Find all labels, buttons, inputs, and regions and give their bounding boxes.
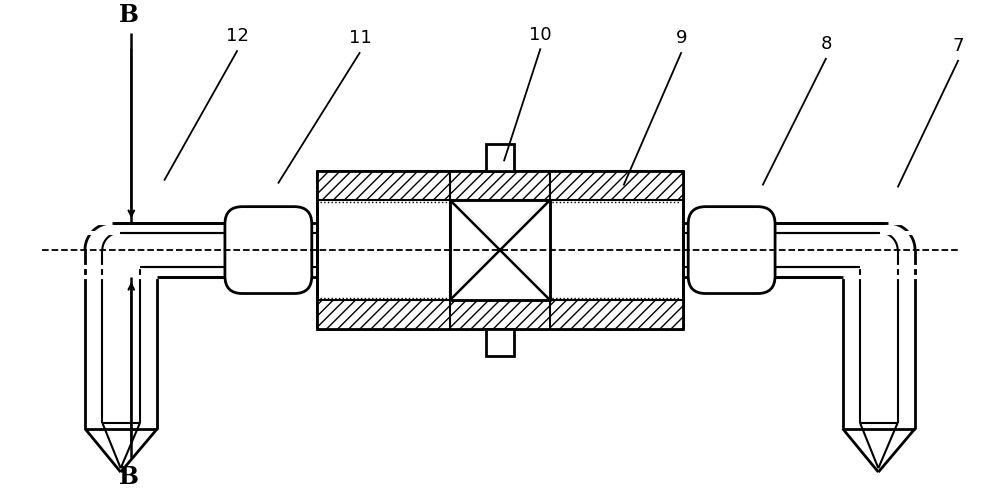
FancyBboxPatch shape — [225, 206, 312, 293]
Bar — [317, 300, 683, 329]
Bar — [317, 171, 683, 200]
Text: 7: 7 — [953, 37, 964, 55]
Bar — [450, 200, 550, 300]
Text: 11: 11 — [349, 29, 371, 47]
FancyBboxPatch shape — [688, 206, 775, 293]
Text: 10: 10 — [529, 26, 552, 43]
Bar — [486, 144, 514, 171]
Bar — [486, 329, 514, 356]
Text: 8: 8 — [821, 35, 832, 53]
Bar — [317, 171, 683, 329]
Text: 9: 9 — [676, 29, 687, 47]
Text: B: B — [118, 3, 138, 27]
Text: 12: 12 — [226, 28, 249, 45]
Text: B: B — [118, 465, 138, 490]
